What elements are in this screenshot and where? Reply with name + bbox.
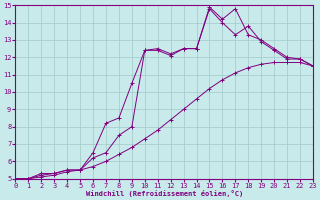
X-axis label: Windchill (Refroidissement éolien,°C): Windchill (Refroidissement éolien,°C): [85, 190, 243, 197]
